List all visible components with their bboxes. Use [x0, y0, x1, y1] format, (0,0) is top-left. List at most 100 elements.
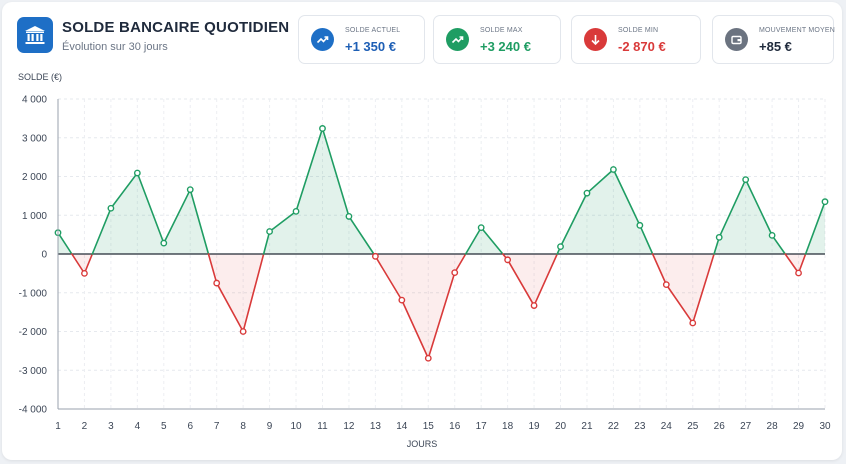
data-point — [186, 186, 194, 194]
x-tick-label: 1 — [55, 421, 61, 432]
x-tick-label: 12 — [343, 421, 355, 432]
x-tick-label: 7 — [214, 421, 220, 432]
data-point — [319, 125, 326, 132]
x-tick-label: 28 — [767, 421, 779, 432]
series-line-segment — [91, 207, 112, 255]
stat-label: SOLDE MIN — [618, 27, 659, 34]
data-point — [530, 302, 538, 309]
x-tick-label: 18 — [502, 421, 514, 432]
stat-value: +85 € — [759, 39, 792, 54]
y-tick-label: 3 000 — [22, 133, 47, 144]
x-tick-label: 11 — [317, 421, 328, 432]
positive-area — [322, 128, 349, 254]
chart-axes — [57, 99, 825, 410]
series-line-segment — [136, 172, 165, 244]
negative-area — [401, 254, 429, 359]
x-tick-label: 22 — [608, 421, 620, 432]
trending-up-icon — [311, 28, 334, 51]
stat-card-solde-actuel: SOLDE ACTUEL +1 350 € — [298, 15, 425, 64]
data-point — [424, 354, 432, 362]
data-point — [610, 166, 617, 173]
positive-area — [163, 189, 191, 254]
series-line-segment — [533, 253, 559, 307]
x-tick-label: 15 — [423, 421, 435, 432]
y-tick-label: -3 000 — [19, 366, 48, 377]
series-line-segment — [321, 127, 350, 218]
x-tick-label: 30 — [819, 421, 831, 432]
positive-area — [586, 169, 614, 254]
positive-area — [560, 193, 587, 254]
x-tick-label: 9 — [267, 421, 273, 432]
series-line-segment — [744, 178, 773, 237]
data-point — [742, 176, 750, 184]
data-point — [662, 281, 670, 289]
series-line-segment — [242, 253, 265, 333]
series-line-segment — [215, 282, 244, 333]
y-tick-label: -1 000 — [19, 288, 48, 299]
series-line-segment — [295, 127, 324, 213]
stat-value: +1 350 € — [345, 39, 396, 54]
y-tick-label: -2 000 — [19, 327, 48, 338]
x-tick-label: 20 — [555, 421, 567, 432]
x-tick-label: 27 — [740, 421, 752, 432]
positive-area — [137, 173, 164, 254]
page-title: SOLDE BANCAIRE QUOTIDIEN — [62, 19, 290, 36]
data-point — [266, 228, 273, 235]
x-axis-label: JOURS — [407, 439, 438, 449]
x-tick-label: 6 — [187, 421, 193, 432]
x-tick-label: 29 — [793, 421, 805, 432]
data-point — [477, 224, 485, 232]
series-line-segment — [71, 253, 86, 275]
negative-area — [428, 254, 455, 359]
series-line-segment — [268, 210, 297, 233]
data-point — [371, 252, 379, 260]
series-line-segment — [262, 230, 271, 255]
x-tick-label: 10 — [290, 421, 302, 432]
bank-icon — [17, 17, 53, 53]
x-tick-label: 26 — [714, 421, 726, 432]
data-point — [133, 169, 141, 177]
series-line-segment — [464, 226, 482, 255]
y-tick-label: -4 000 — [19, 405, 48, 416]
data-point — [213, 279, 221, 287]
y-tick-label: 1 000 — [22, 211, 47, 222]
arrow-down-icon — [584, 28, 607, 51]
x-tick-label: 16 — [449, 421, 461, 432]
data-point — [821, 198, 829, 206]
x-tick-label: 2 — [82, 421, 88, 432]
series-line-segment — [480, 226, 504, 255]
series-line-segment — [453, 253, 467, 274]
data-point — [689, 319, 697, 327]
series-line-segment — [771, 234, 786, 255]
wallet-icon — [725, 28, 748, 51]
series-line-segment — [83, 253, 94, 275]
positive-area — [296, 128, 323, 254]
data-point — [81, 269, 88, 277]
stat-card-mouvement-moyen: MOUVEMENT MOYEN +85 € — [712, 15, 835, 64]
x-tick-label: 14 — [396, 421, 408, 432]
data-point — [292, 207, 300, 215]
negative-area — [666, 254, 693, 323]
series-line-segment — [651, 253, 668, 286]
x-tick-label: 23 — [634, 421, 646, 432]
series-line-segment — [804, 200, 826, 255]
series-line-segment — [639, 224, 654, 255]
page-subtitle: Évolution sur 30 jours — [62, 41, 168, 53]
series-line-segment — [207, 253, 218, 284]
trending-up-icon — [446, 28, 469, 51]
series-line-segment — [506, 259, 535, 307]
x-tick-labels: 1 2 3 4 5 6 7 8 9 10 11 12 13 14 15 16 17 18 19 20 21 22 23 24 2… — [55, 421, 831, 432]
series-line-segment — [374, 255, 403, 301]
data-point — [345, 213, 353, 220]
data-point — [398, 296, 406, 304]
stat-value: -2 870 € — [618, 39, 666, 54]
x-tick-label: 19 — [529, 421, 541, 432]
series-line-segment — [612, 168, 641, 227]
data-point — [160, 239, 168, 247]
stat-label: SOLDE ACTUEL — [345, 27, 401, 34]
data-point — [239, 328, 247, 335]
series-line-segment — [110, 172, 139, 210]
stat-label: SOLDE MAX — [480, 27, 523, 34]
